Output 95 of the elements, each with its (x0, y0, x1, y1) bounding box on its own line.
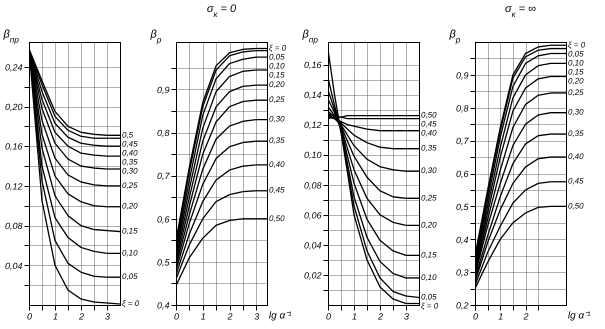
series-label: 0,10 (122, 248, 138, 258)
series-label: 0,05 (421, 292, 438, 302)
x-tick-label: 0 (326, 312, 332, 322)
y-tick-label: 0,20 (4, 102, 22, 112)
y-tick-label: 0,5 (156, 257, 170, 268)
series-label: 0,25 (421, 193, 438, 202)
series-label: 0,15 (568, 67, 584, 76)
x-tick-label: 3 (254, 312, 260, 322)
y-axis-title: β$_{пр}$ (2, 28, 20, 44)
series-label: 0,50 (269, 214, 286, 223)
series-label: 0,25 (269, 95, 286, 104)
series-label: 0,20 (269, 80, 286, 90)
x-tick-label: 2 (522, 312, 529, 322)
y-tick-label: 0,04 (4, 260, 22, 271)
series-label: 0,25 (568, 88, 584, 97)
series-label: 0,35 (568, 129, 584, 138)
y-tick-label: 0,02 (304, 270, 322, 280)
x-tick-label: 3 (404, 312, 410, 322)
y-tick-label: 0,16 (4, 142, 22, 152)
series-label: 0,40 (421, 128, 438, 138)
x-tick-label: 2 (376, 312, 384, 322)
y-tick-label: 0,9 (456, 70, 468, 80)
series-label: ξ = 0 (568, 40, 586, 50)
series-label: 0,35 (122, 157, 138, 166)
x-tick-label: 1 (52, 312, 58, 322)
y-axis-title: β$_{р}$ (150, 28, 162, 44)
series-label: 0,20 (421, 220, 438, 230)
x-tick-label: 2 (226, 312, 233, 322)
x-tick-label: 1 (200, 312, 206, 322)
series-label: ξ = 0 (122, 299, 140, 308)
series-label: 0,5 (122, 130, 134, 140)
y-tick-label: 0,08 (304, 180, 322, 190)
y-tick-label: 0,12 (4, 181, 22, 192)
series-label: 0,10 (421, 272, 438, 282)
y-axis-title: β$_{пр}$ (302, 28, 318, 44)
series-label: 0,45 (269, 186, 286, 195)
series-label: 0,35 (269, 136, 286, 146)
y-tick-label: 0,4 (156, 300, 170, 310)
y-tick-label: 0,6 (156, 214, 170, 224)
y-tick-label: 0,14 (304, 90, 322, 100)
series-label: 0,30 (122, 166, 138, 176)
series-label: 0,25 (122, 180, 138, 190)
series-label: 0,05 (568, 49, 584, 58)
series-label: 0,45 (421, 120, 438, 129)
series-label: ξ = 0 (269, 43, 287, 52)
y-tick-label: 0,24 (4, 62, 22, 72)
series-label: 0,45 (568, 176, 584, 186)
series-label: 0,30 (421, 166, 438, 176)
x-axis-title: lg α⁻¹ (268, 310, 292, 322)
y-tick-label: 0,8 (456, 103, 468, 114)
y-tick-label: 0,10 (304, 150, 322, 160)
series-label: 0,15 (269, 70, 286, 80)
series-label: 0,20 (122, 202, 138, 211)
series-label: 0,05 (269, 52, 286, 62)
series-label: 0,50 (568, 201, 584, 210)
series-label: 0,05 (122, 272, 138, 282)
series-label: 0,50 (421, 110, 438, 120)
series-label: 0,40 (269, 160, 286, 169)
series-label: ξ = 0 (421, 301, 439, 310)
y-axis-title: β$_{р}$ (448, 28, 461, 44)
series-label: 0,15 (122, 226, 138, 236)
x-tick-label: 1 (498, 312, 504, 322)
series-label: 0,40 (122, 148, 138, 158)
y-tick-label: 0,8 (156, 128, 170, 138)
y-tick-label: 0,2 (456, 300, 468, 310)
x-axis-title: lg α⁻¹ (568, 310, 592, 322)
series-label: 0,45 (122, 139, 138, 148)
y-tick-label: 0,9 (156, 84, 170, 95)
chart-title: σ$_{к}$ = 0 (206, 3, 237, 18)
series-label: 0,40 (568, 152, 584, 162)
x-tick-label: 2 (78, 312, 84, 322)
x-tick-label: 0 (174, 312, 180, 322)
x-tick-label: 0 (26, 312, 32, 322)
x-tick-label: 0 (472, 312, 478, 322)
x-tick-label: 3 (104, 312, 110, 322)
y-tick-label: 0,5 (456, 202, 470, 212)
y-tick-label: 0,12 (304, 120, 322, 130)
y-tick-label: 0,16 (304, 60, 322, 70)
series-label: 0,35 (421, 144, 438, 153)
series-label: 0,15 (421, 250, 438, 260)
y-tick-label: 0,08 (4, 221, 22, 232)
series-label: 0,30 (568, 108, 584, 117)
series-label: 0,20 (568, 76, 584, 86)
y-tick-label: 0,3 (456, 268, 468, 278)
series-label: 0,10 (269, 61, 286, 70)
y-tick-label: 0,06 (304, 210, 322, 220)
y-tick-label: 0,7 (156, 171, 170, 182)
series-label: 0,30 (269, 114, 286, 124)
y-tick-label: 0,6 (456, 169, 468, 179)
x-tick-label: 1 (352, 312, 358, 322)
chart-title: σ$_{к}$ = ∞ (505, 3, 536, 18)
series-label: 0,10 (568, 58, 584, 68)
y-tick-label: 0,04 (304, 240, 322, 250)
y-tick-label: 0,4 (456, 234, 468, 245)
y-tick-label: 0,7 (456, 136, 470, 146)
